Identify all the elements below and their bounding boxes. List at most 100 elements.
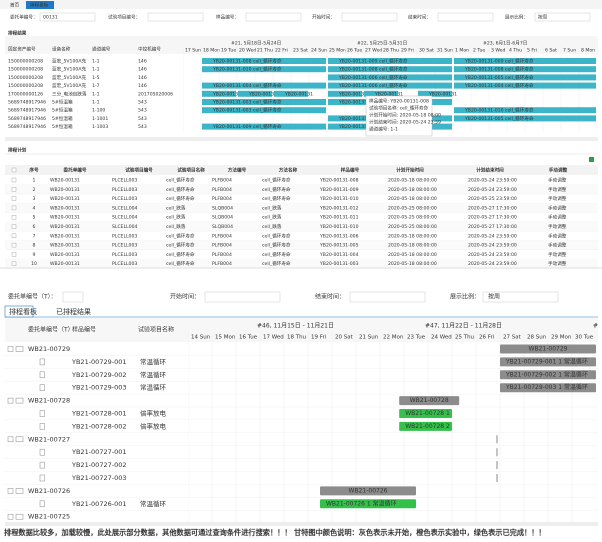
bar-label: YB20-00131-004 cell_循环寿命 [464, 82, 534, 89]
order-no: WB21-00726 [28, 487, 70, 495]
scrollbar [5, 137, 598, 141]
gantt-bar [202, 58, 326, 64]
adjust-link[interactable]: 手动调整 [548, 242, 567, 249]
adjust-link[interactable]: 手动调整 [548, 223, 567, 230]
gantt-bar [202, 90, 236, 97]
collapse-icon[interactable] [7, 436, 14, 443]
cell: WB20-00131 [50, 205, 80, 211]
cell: 10 [31, 261, 37, 267]
checkbox[interactable] [11, 261, 17, 266]
cell: YB20-00131-003 [319, 261, 359, 267]
cell: 5689748917946 [8, 108, 46, 114]
filter-input[interactable] [341, 12, 398, 22]
cell: 7 [33, 233, 36, 239]
collapse-icon[interactable] [7, 397, 14, 404]
cell: cell_循环寿命 [166, 186, 195, 193]
checkbox[interactable] [11, 167, 17, 173]
adjust-link[interactable]: 手动调整 [548, 177, 567, 184]
cell: 三分_电池包跌落 [52, 90, 87, 97]
order-no: WB21-00729 [28, 345, 70, 353]
filter-input[interactable] [62, 291, 84, 303]
item-name: 常温循环 [140, 357, 167, 366]
bar-label: YB21-00729-001 1 常温循环 [505, 357, 588, 365]
gantt-bar [399, 421, 452, 431]
day-label: 26 Tue [347, 48, 362, 54]
adjust-link[interactable]: 手动调整 [548, 251, 567, 258]
cell: 2020-05-27 17:30:00 [468, 224, 517, 230]
table-header [5, 165, 598, 175]
day-label: 27 Wed [365, 48, 382, 54]
cell: 2020-05-25 08:00:00 [388, 215, 437, 221]
day-label: 19 Tue [221, 48, 236, 54]
day-label: 21 Thu [257, 48, 273, 54]
bar-label: YB20-00131-010 cell_循环寿命 [212, 66, 282, 73]
gantt-bar [500, 357, 596, 367]
adjust-link[interactable]: 手动调整 [548, 260, 567, 267]
filter-input[interactable] [534, 12, 591, 22]
cell: 2020-05-18 08:00:00 [388, 243, 437, 249]
sample-no: YB21-00726-001 [71, 500, 126, 508]
filter-input[interactable] [349, 291, 426, 303]
day-label: 7 Sun [563, 48, 576, 54]
cell: 1-100 [92, 108, 105, 114]
tab[interactable]: 首页 [10, 2, 20, 9]
checkbox[interactable] [11, 205, 17, 211]
bar-label: YB20-00131 [428, 91, 457, 97]
cell: 1-1 [92, 67, 100, 73]
folder-icon [15, 488, 24, 494]
cell: YB20-00131-010 [319, 224, 359, 230]
cell: SLCELL004 [112, 224, 138, 230]
export-icon[interactable] [589, 157, 594, 162]
bar-label: YB20-00131-005 cell_循环寿命 [464, 74, 534, 81]
collapse-icon[interactable] [7, 488, 14, 494]
column-header: 中控机编号 [138, 46, 161, 53]
cell: cell_循环寿命 [262, 195, 291, 202]
gantt-bar [454, 74, 596, 81]
collapse-icon[interactable] [7, 513, 14, 520]
checkbox[interactable] [11, 187, 17, 192]
adjust-link[interactable]: 手动调整 [548, 186, 567, 193]
cell: PLCELL003 [112, 178, 137, 184]
adjust-link[interactable]: 手动调整 [548, 204, 567, 211]
tooltip-line: 试验项目名称: cell_循环寿命 [369, 105, 429, 112]
tab[interactable]: 排程看板 [9, 307, 37, 316]
cell: 543 [138, 108, 147, 114]
tab[interactable]: 排程看板 [30, 2, 49, 9]
adjust-link[interactable]: 手动调整 [548, 214, 567, 221]
cell: 150000000208 [8, 59, 43, 65]
bar-label: YB20-00131-008 cell_循环寿命 [212, 58, 282, 65]
cell: YB20-00131-012 [319, 205, 359, 211]
checkbox[interactable] [11, 196, 17, 201]
checkbox[interactable] [11, 242, 17, 248]
day-label: 23 Tue [407, 335, 426, 341]
cell: 1-5 [92, 75, 100, 81]
checkbox[interactable] [11, 224, 17, 229]
collapse-icon[interactable] [7, 346, 14, 352]
filter-input[interactable] [245, 12, 302, 22]
bar-label: YB20-00131-006 cell_循环寿命 [338, 74, 408, 81]
filter-input[interactable] [437, 12, 494, 22]
cell: 5#恒温箱 [52, 107, 73, 114]
bar-label: YB20-00131-006 cell_循环寿命 [338, 82, 408, 89]
checkbox[interactable] [11, 214, 17, 220]
adjust-link[interactable]: 手动调整 [548, 232, 567, 239]
checkbox[interactable] [11, 233, 17, 239]
cell: YB20-00131-011 [319, 215, 359, 221]
checkbox[interactable] [11, 177, 17, 183]
filter-input[interactable] [482, 291, 559, 303]
cell: 6 [33, 224, 36, 230]
adjust-link[interactable]: 手动调整 [548, 195, 567, 202]
day-label: 27 Sat [503, 335, 522, 341]
week-label: #22, 5月25日-5月31日 [357, 41, 407, 47]
gantt-bar [202, 123, 326, 130]
cell: 5#恒温箱 [52, 115, 73, 122]
checkbox[interactable] [11, 252, 17, 257]
filter-input[interactable] [204, 291, 281, 303]
day-label: 19 Fri [311, 335, 327, 341]
day-label: 16 Tue [239, 335, 258, 341]
tab[interactable]: 已排程结果 [56, 307, 91, 316]
filter-input[interactable] [39, 12, 96, 22]
cell: 1-1003 [92, 124, 108, 130]
day-label: 23 Sat [293, 48, 308, 54]
filter-input[interactable] [147, 12, 204, 22]
